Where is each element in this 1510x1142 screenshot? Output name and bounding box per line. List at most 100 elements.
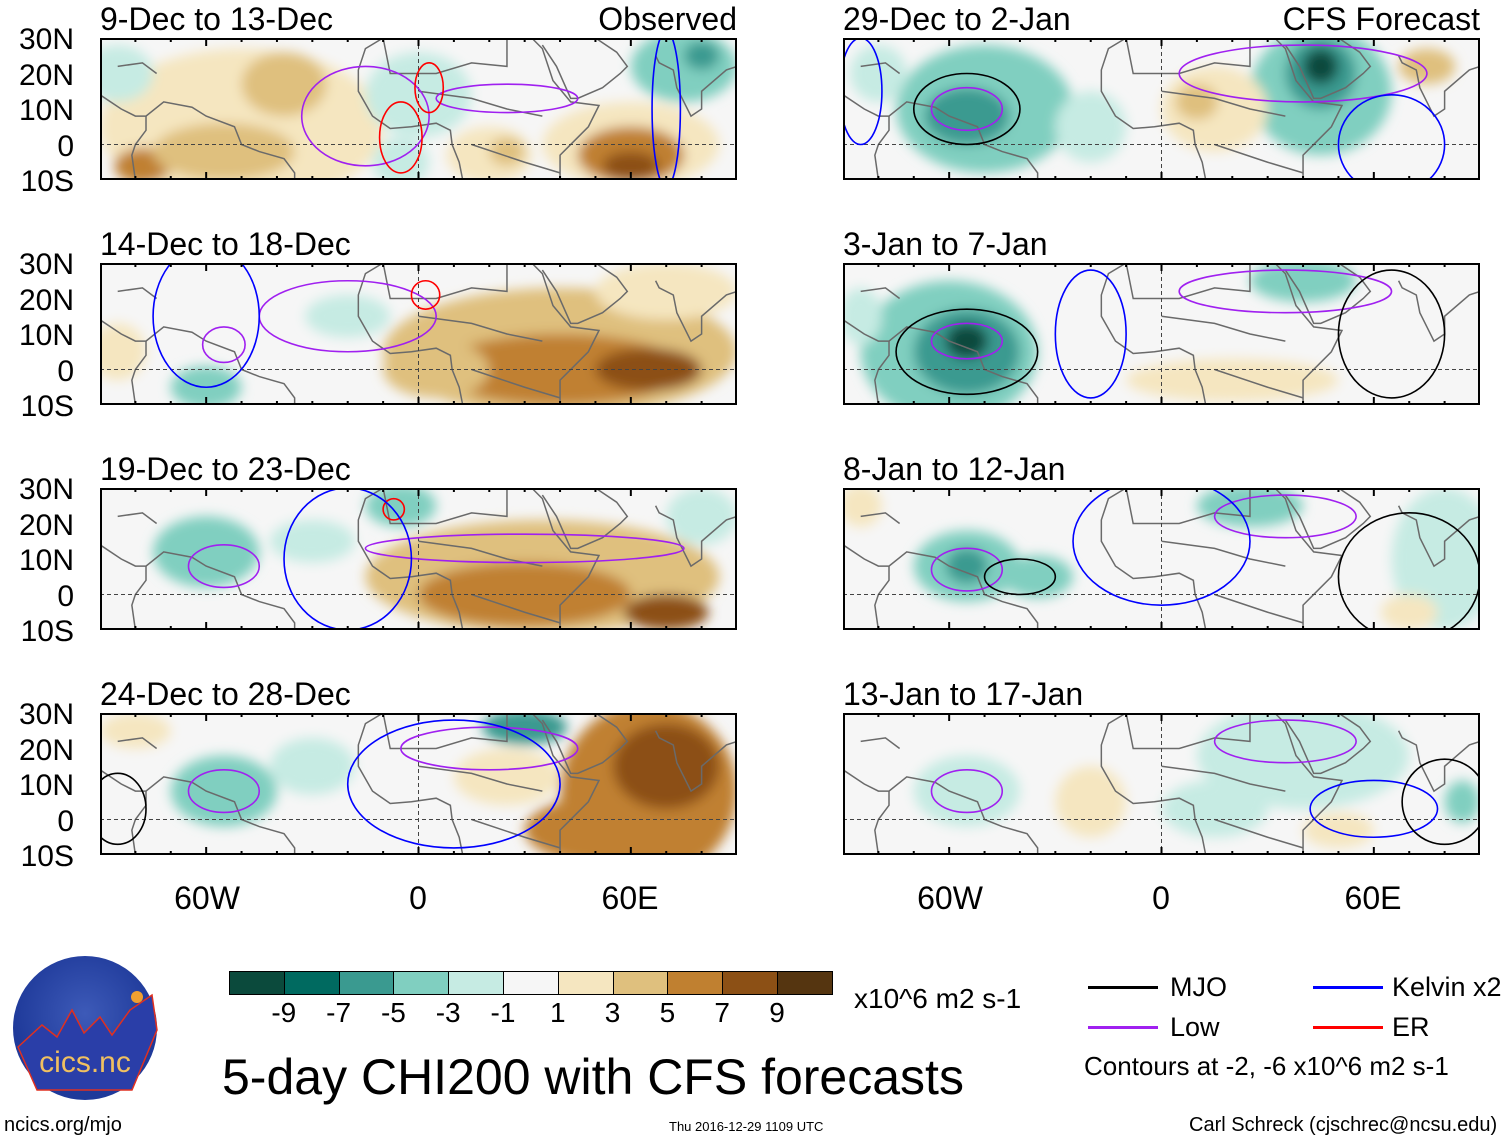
anomaly-region <box>269 737 355 795</box>
coastline <box>1284 488 1372 550</box>
coastline <box>471 368 561 399</box>
coastline <box>843 544 1039 630</box>
mjo-contour <box>912 72 1021 146</box>
coastline <box>100 319 296 405</box>
anomaly-region <box>453 748 561 806</box>
coastline <box>117 512 158 525</box>
coastline <box>860 737 901 750</box>
anomaly-region <box>613 723 720 809</box>
coastline <box>1125 38 1251 75</box>
anomaly-region <box>153 516 260 588</box>
mjo-contour <box>1401 758 1480 846</box>
colorbar-label: 5 <box>659 997 676 1028</box>
coastline <box>843 94 1039 180</box>
map-panel <box>100 263 737 405</box>
anomaly-region <box>683 41 720 70</box>
colorbar-swatch <box>284 972 340 994</box>
coastline <box>1125 713 1251 750</box>
lat-label: 20N <box>18 733 74 767</box>
anomaly-region <box>305 294 391 338</box>
coastline <box>357 488 464 630</box>
colorbar-label: -5 <box>380 997 406 1028</box>
map-panel <box>843 713 1480 855</box>
panel-title: 13-Jan to 17-Jan <box>843 676 1084 712</box>
kelvin-contour <box>1072 488 1251 606</box>
colorbar-label: 9 <box>769 997 785 1028</box>
map-panel <box>100 488 737 630</box>
units-label: x10^6 m2 s-1 <box>854 983 1022 1014</box>
coastline <box>541 38 629 100</box>
coastline <box>860 62 901 75</box>
coastline <box>418 765 543 792</box>
map-panel <box>843 38 1480 180</box>
lat-label: 0 <box>57 129 74 163</box>
coastline <box>654 55 737 118</box>
anomaly-region <box>1055 91 1127 163</box>
low-contour <box>400 726 579 771</box>
legend-mjo-label: MJO <box>1170 972 1227 1002</box>
anomaly-region <box>418 562 631 627</box>
coastline <box>382 713 508 750</box>
forecast-label: CFS Forecast <box>1282 1 1480 37</box>
low-contour <box>930 86 1004 132</box>
anomaly-region <box>1161 780 1268 838</box>
anomaly-region <box>602 151 660 180</box>
low-contour <box>1178 269 1393 314</box>
legend-kelvin-line <box>1313 986 1383 989</box>
anomaly-region <box>524 794 702 855</box>
coastline <box>1100 713 1207 855</box>
anomaly-region <box>945 548 989 584</box>
lat-label: 10N <box>18 319 74 352</box>
coastline <box>100 544 296 630</box>
anomaly-region <box>924 87 1010 145</box>
low-contour <box>300 65 430 167</box>
mjo-contour <box>1337 269 1446 399</box>
low-contour <box>930 547 1004 592</box>
lon-label-0: 0 <box>409 880 427 916</box>
coastline <box>541 713 629 775</box>
cics-logo: cics.nc <box>13 956 158 1100</box>
anomaly-region <box>269 519 355 563</box>
anomaly-region <box>1126 358 1339 402</box>
footer-timestamp: Thu 2016-12-29 1109 UTC <box>669 1119 824 1134</box>
coastline <box>654 730 737 793</box>
low-contour <box>201 326 246 364</box>
coastline <box>418 315 543 342</box>
coastline <box>531 263 601 405</box>
anomaly-region <box>100 323 146 381</box>
er-contour <box>378 101 423 174</box>
coastline <box>541 488 629 550</box>
coastline <box>1214 143 1304 174</box>
colorbar-swatch <box>613 972 669 994</box>
footer-url[interactable]: ncics.org/mjo <box>4 1114 122 1136</box>
colorbar-swatch <box>777 972 832 994</box>
coastline <box>471 143 561 174</box>
lon-label-60e: 60E <box>601 880 659 916</box>
lat-label: 10S <box>20 840 74 873</box>
anomaly-region <box>1380 594 1438 630</box>
lat-label: 10S <box>20 390 74 423</box>
coastline <box>1284 713 1372 775</box>
coastline <box>1161 540 1286 567</box>
coastline <box>1214 818 1304 849</box>
anomaly-region <box>1444 780 1480 824</box>
coastline <box>1100 38 1207 180</box>
kelvin-contour <box>152 263 261 389</box>
kelvin-contour <box>346 719 561 849</box>
coastline <box>1161 765 1286 792</box>
anomaly-region <box>623 594 709 630</box>
anomaly-region <box>1303 48 1339 85</box>
anomaly-region <box>850 45 907 102</box>
lat-label: 0 <box>57 804 74 838</box>
anomaly-region <box>1398 48 1456 85</box>
low-contour <box>435 83 579 114</box>
coastline <box>1274 38 1344 180</box>
legend-er-label: ER <box>1392 1012 1430 1042</box>
colorbar-label: 7 <box>714 997 730 1028</box>
anomaly-region <box>1055 766 1127 838</box>
coastline <box>860 287 901 300</box>
contour-note: Contours at -2, -6 x10^6 m2 s-1 <box>1084 1051 1449 1081</box>
kelvin-contour <box>651 38 682 180</box>
lat-label: 0 <box>57 354 74 388</box>
